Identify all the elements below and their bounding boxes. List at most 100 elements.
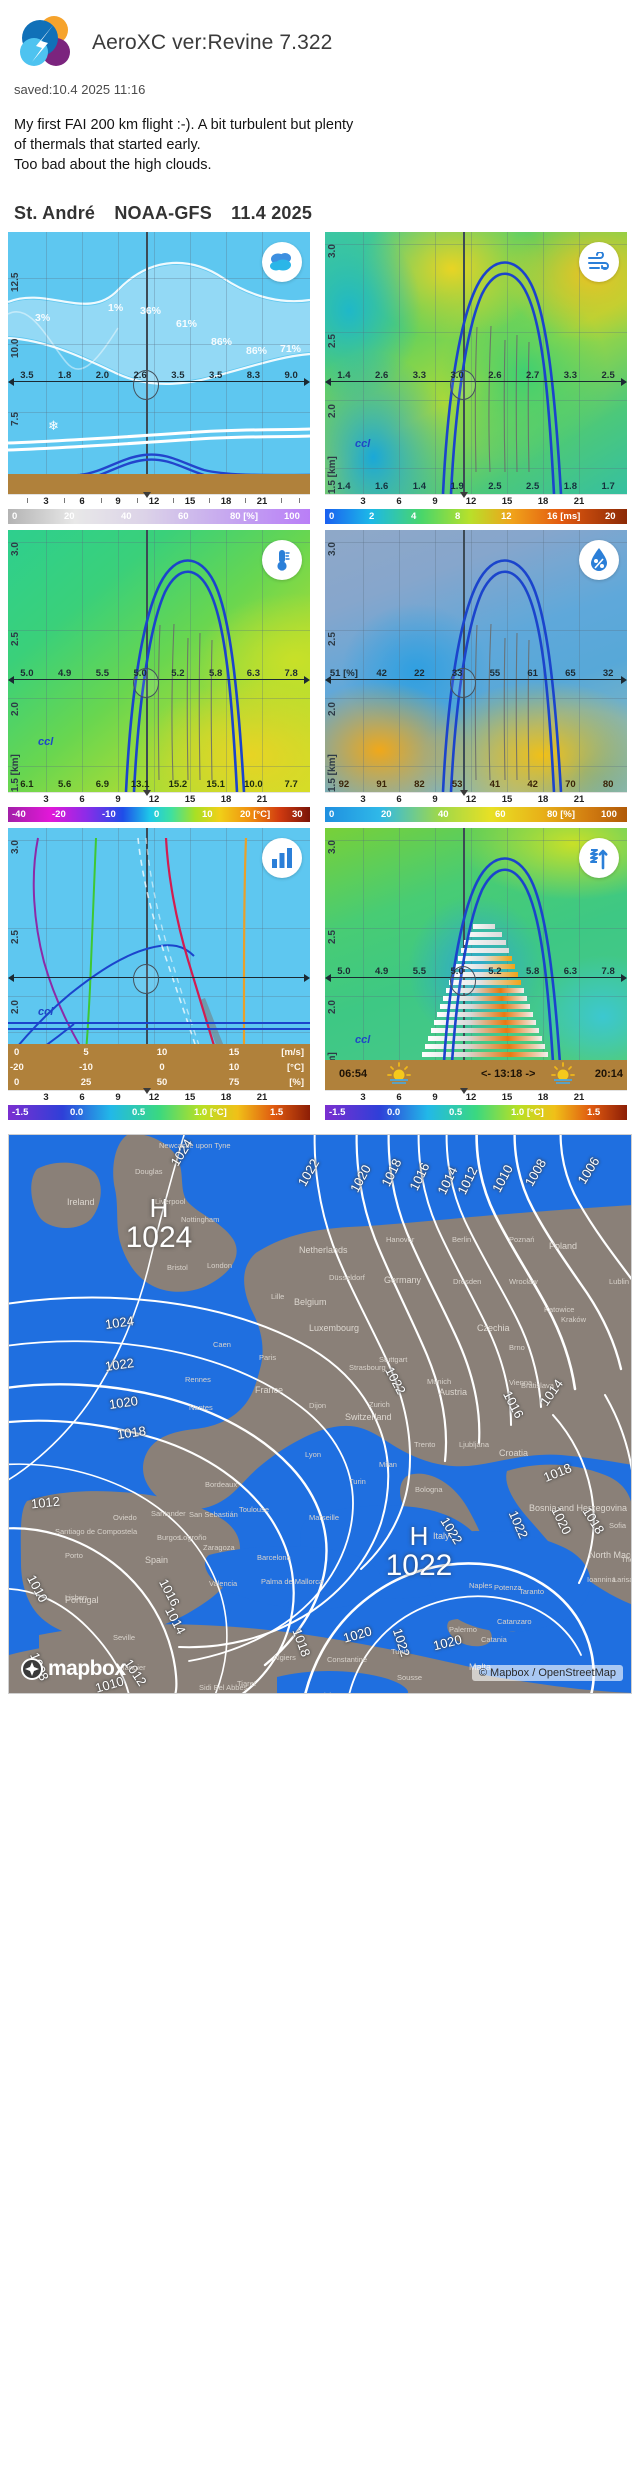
humidity-plot[interactable]: 3.0 2.5 2.0 1.5 [km] 51 [%] 42 22 33 bbox=[325, 530, 627, 792]
cloud-pct-label: 1% bbox=[108, 302, 124, 314]
mapbox-logo[interactable]: mapbox bbox=[21, 1657, 126, 1681]
thermals-y-label: 2.0 bbox=[327, 1000, 338, 1014]
thermals-plot[interactable]: 3.0 2.5 2.0 1.5 [km] 5.0 4.9 5.5 5.0 5.2 bbox=[325, 828, 627, 1090]
value-cell: 15.2 bbox=[168, 778, 188, 790]
value-cell: 65 bbox=[565, 667, 576, 679]
panel-wind[interactable]: 3.0 2.5 2.0 1.5 [km] bbox=[325, 232, 627, 524]
hour-tick-label: 6 bbox=[79, 1092, 85, 1103]
hour-ruler[interactable]: 3 6 9 12 15 18 21 bbox=[8, 790, 310, 807]
cursor-marker[interactable] bbox=[133, 370, 159, 400]
hour-tick-label: 9 bbox=[115, 1092, 121, 1103]
humidity-row-values: 51 [%] 42 22 33 55 61 65 32 bbox=[325, 667, 627, 679]
cloud-icon[interactable] bbox=[262, 242, 302, 282]
hour-tick-label: 12 bbox=[148, 496, 160, 507]
city-label: Zaragoza bbox=[203, 1543, 235, 1552]
value-cell: 32 bbox=[602, 667, 614, 679]
isobar-label: 1012 bbox=[30, 1493, 61, 1512]
temperature-row-values: 5.0 4.9 5.5 5.0 5.2 5.8 6.3 7.8 bbox=[8, 667, 310, 679]
city-label: Santiago de Compostela bbox=[55, 1527, 138, 1536]
city-label: Sofia bbox=[609, 1521, 627, 1530]
thermals-y-label: 3.0 bbox=[327, 840, 338, 854]
hour-ruler[interactable]: 3 6 9 12 15 18 21 bbox=[8, 1088, 310, 1105]
value-cell: 1.9 bbox=[450, 480, 464, 492]
high-letter: H bbox=[409, 1521, 429, 1551]
saved-timestamp: saved:10.4 2025 11:16 bbox=[14, 82, 146, 97]
temperature-plot[interactable]: 3.0 2.5 2.0 1.5 [km] 5.0 4.9 bbox=[8, 530, 310, 792]
value-cell: 5.0 bbox=[133, 667, 147, 679]
hour-ruler[interactable]: 3 6 9 12 15 18 21 bbox=[325, 492, 627, 509]
cursor-marker[interactable] bbox=[133, 668, 159, 698]
value-cell: 0 bbox=[14, 1076, 20, 1088]
city-label: Lisbon bbox=[65, 1593, 88, 1602]
wind-plot[interactable]: 3.0 2.5 2.0 1.5 [km] bbox=[325, 232, 627, 494]
city-label: Ljubljana bbox=[459, 1440, 490, 1449]
city-label: Seville bbox=[113, 1633, 136, 1642]
hour-tick-label: 21 bbox=[573, 496, 585, 507]
value-cell: 75 bbox=[228, 1076, 240, 1088]
flight-notes: My first FAI 200 km flight :-). A bit tu… bbox=[0, 97, 640, 175]
bars-icon[interactable] bbox=[262, 838, 302, 878]
sounding-colorbar: -1.5 0.0 0.5 1.0 [°C] 1.5 bbox=[8, 1105, 310, 1120]
cursor-marker[interactable] bbox=[133, 964, 159, 994]
hour-ruler[interactable]: 3 6 9 12 15 18 21 bbox=[8, 492, 310, 509]
temperature-y-label: 2.0 bbox=[10, 702, 21, 716]
value-cell: 2.5 bbox=[488, 480, 502, 492]
colorbar-tick: 1.0 [°C] bbox=[511, 1107, 544, 1118]
city-label: Katowice bbox=[544, 1305, 575, 1314]
city-label: Porto bbox=[65, 1551, 83, 1560]
value-cell: 82 bbox=[414, 778, 425, 790]
city-label: London bbox=[207, 1261, 233, 1270]
panel-sounding[interactable]: 3.0 2.5 2.0 1.5 [km] ccl bbox=[8, 828, 310, 1120]
city-label: Taranto bbox=[519, 1587, 545, 1596]
hour-tick-label: 9 bbox=[115, 496, 121, 507]
thermal-lift-icon[interactable] bbox=[579, 838, 619, 878]
hour-tick-label: 21 bbox=[573, 794, 585, 805]
city-label: Lille bbox=[271, 1292, 285, 1301]
colorbar-tick: -1.5 bbox=[12, 1107, 29, 1118]
hour-ruler[interactable]: 3 6 9 12 15 18 21 bbox=[325, 790, 627, 807]
hour-ruler[interactable]: 3 6 9 12 15 18 21 bbox=[325, 1088, 627, 1105]
sunset-time: 20:14 bbox=[594, 1068, 623, 1080]
thermometer-icon[interactable] bbox=[262, 540, 302, 580]
value-cell: 3.3 bbox=[563, 369, 577, 381]
city-label: Liverpool bbox=[155, 1197, 186, 1206]
map-attribution[interactable]: © Mapbox / OpenStreetMap bbox=[471, 1665, 623, 1681]
ccl-label: ccl bbox=[38, 1006, 54, 1018]
cursor-marker[interactable] bbox=[450, 668, 476, 698]
hour-tick-label: 12 bbox=[465, 496, 477, 507]
value-cell: 6.3 bbox=[563, 965, 577, 977]
panel-temperature[interactable]: 3.0 2.5 2.0 1.5 [km] 5.0 4.9 bbox=[8, 530, 310, 822]
flight-note-line: Too bad about the high clouds. bbox=[14, 157, 212, 173]
value-cell: 4.9 bbox=[58, 667, 72, 679]
value-cell: 41 bbox=[489, 778, 501, 790]
city-label: Dijon bbox=[309, 1401, 327, 1410]
humidity-icon[interactable] bbox=[579, 540, 619, 580]
hour-tick-label: 12 bbox=[465, 1092, 477, 1103]
pressure-map[interactable]: H 1024 H 1022 1024 1022 1020 1018 1016 1014 10… bbox=[8, 1134, 632, 1694]
country-label: Portugal bbox=[65, 1595, 99, 1605]
city-label: Tiaret bbox=[237, 1679, 256, 1688]
colorbar-tick: -1.5 bbox=[329, 1107, 346, 1118]
sounding-plot[interactable]: 3.0 2.5 2.0 1.5 [km] ccl bbox=[8, 828, 310, 1090]
humidity-y-label: 2.5 bbox=[327, 632, 338, 646]
clouds-plot[interactable]: 12.5 10.0 7.5 5.0 3% 1% 36% 61% 86% 86% … bbox=[8, 232, 310, 494]
value-cell: 4.9 bbox=[375, 965, 389, 977]
city-label: Algiers bbox=[273, 1653, 296, 1662]
value-cell: 2.5 bbox=[526, 480, 540, 492]
panel-humidity[interactable]: 3.0 2.5 2.0 1.5 [km] 51 [%] 42 22 33 bbox=[325, 530, 627, 822]
hour-tick-label: 15 bbox=[501, 496, 513, 507]
station-name: St. André bbox=[14, 203, 96, 223]
city-label: Wrocław bbox=[509, 1277, 538, 1286]
cursor-marker[interactable] bbox=[450, 370, 476, 400]
city-label: San Sebastián bbox=[189, 1510, 238, 1519]
flight-note-line: My first FAI 200 km flight :-). A bit tu… bbox=[14, 117, 354, 133]
value-cell: 25 bbox=[80, 1076, 92, 1088]
city-label: Nottingham bbox=[181, 1215, 220, 1224]
country-label: France bbox=[255, 1385, 284, 1395]
wind-icon[interactable] bbox=[579, 242, 619, 282]
panel-thermals[interactable]: 3.0 2.5 2.0 1.5 [km] 5.0 4.9 5.5 5.0 5.2 bbox=[325, 828, 627, 1120]
cursor-marker[interactable] bbox=[450, 966, 476, 996]
panel-clouds[interactable]: 12.5 10.0 7.5 5.0 3% 1% 36% 61% 86% 86% … bbox=[8, 232, 310, 524]
city-label: Bologna bbox=[415, 1485, 443, 1494]
value-cell: 5.8 bbox=[526, 965, 540, 977]
